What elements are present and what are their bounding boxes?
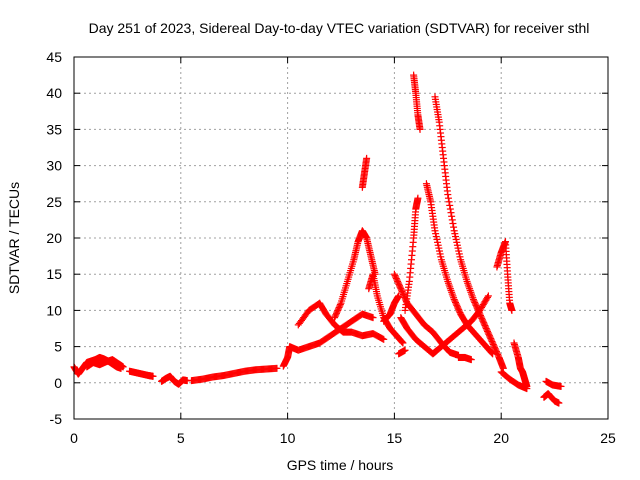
data-point [449,220,457,228]
series-arc-k [380,292,403,325]
series-arc-q [422,180,497,358]
x-tick-label: 25 [600,430,616,446]
data-point [444,191,452,199]
series-arc-d [158,372,191,388]
data-point [363,154,371,162]
data-point [448,212,456,220]
series-arc-s [454,353,475,364]
data-point [446,205,454,213]
series-arc-e [187,364,281,385]
y-tick-label: 20 [46,230,62,246]
data-point [398,338,406,346]
data-point [401,346,409,354]
series-arc-c [126,367,157,380]
data-point [489,350,497,358]
y-tick-label: 45 [46,49,62,65]
data-point [487,348,495,356]
series-arc-j [365,270,407,347]
series-arc-g [294,299,388,343]
series-arc-f [279,310,377,370]
y-axis-label: SDTVAR / TECUs [6,182,22,294]
data-point [523,385,531,393]
data-point [414,194,422,202]
data-point [446,201,454,209]
series-arc-b [83,356,127,371]
x-tick-labels: 0 5 10 15 20 25 [70,430,616,446]
series-arc-v [497,368,531,393]
data-point [336,301,344,309]
data-point [369,314,377,322]
x-tick-label: 10 [280,430,296,446]
series-arc-w [540,390,563,407]
y-tick-label: 15 [46,266,62,282]
y-tick-label: -5 [50,411,63,427]
y-tick-label: 5 [54,339,62,355]
data-point [399,339,407,347]
x-axis-label: GPS time / hours [287,457,394,473]
data-point [555,399,563,407]
data-point [447,209,455,217]
series-arc-n [410,71,424,133]
y-tick-label: 10 [46,302,62,318]
data-point [149,372,157,380]
series-arc-t [493,238,516,314]
series-arc-h [331,227,379,322]
y-tick-label: 40 [46,85,62,101]
data-point [398,338,406,346]
x-tick-label: 5 [177,430,185,446]
series-arc-m [401,194,422,314]
axis-ticks [73,56,609,420]
x-tick-label: 20 [493,430,509,446]
y-tick-labels: -5 0 5 10 15 20 25 30 35 40 45 [46,49,62,427]
data-point [484,292,492,300]
data-point [450,223,458,231]
y-tick-label: 35 [46,121,62,137]
data-markers [70,71,565,407]
x-tick-label: 15 [387,430,403,446]
data-point [380,335,388,343]
data-point [119,363,127,371]
data-point [557,382,565,390]
data-point [484,293,492,301]
data-point [273,364,281,372]
data-point [416,125,424,133]
series-arc-l [395,346,409,358]
series-arc-r [431,93,507,372]
data-point [467,356,475,364]
y-tick-label: 0 [54,375,62,391]
chart-title: Day 251 of 2023, Sidereal Day-to-day VTE… [89,20,590,36]
series-arc-i [358,154,371,191]
data-point [445,198,453,206]
data-point [448,216,456,224]
x-tick-label: 0 [70,430,78,446]
y-tick-label: 25 [46,194,62,210]
data-point [508,306,516,314]
y-tick-label: 30 [46,158,62,174]
data-point [444,194,452,202]
series-arc-x [542,377,565,390]
